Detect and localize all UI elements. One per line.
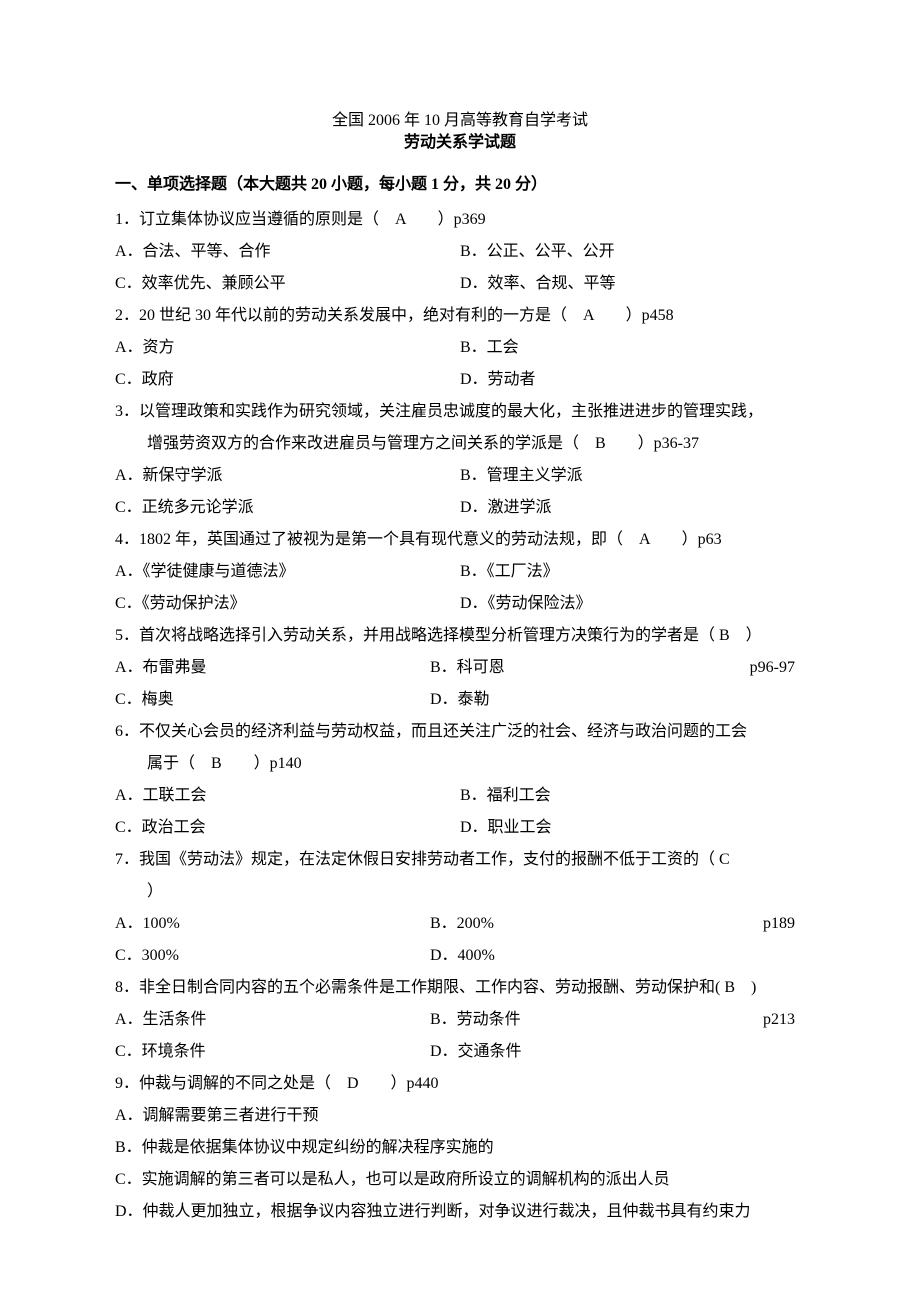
question-stem-cont: 属于（ B ）p140	[115, 748, 805, 780]
question-option: C．实施调解的第三者可以是私人，也可以是政府所设立的调解机构的派出人员	[115, 1164, 805, 1196]
page-title-line2: 劳动关系学试题	[115, 132, 805, 154]
question-stem-cont: ）	[115, 876, 805, 908]
question-option: B．公正、公平、公开	[460, 236, 805, 268]
question-stem: 3．以管理政策和实践作为研究领域，关注雇员忠诚度的最大化，主张推进进步的管理实践…	[115, 396, 805, 428]
question-option: C．政治工会	[115, 812, 460, 844]
question-option: B．管理主义学派	[460, 460, 805, 492]
question-option: A．调解需要第三者进行干预	[115, 1100, 805, 1132]
question-option: A．布雷弗曼	[115, 652, 430, 684]
question-option: D．仲裁人更加独立，根据争议内容独立进行判断，对争议进行裁决，且仲裁书具有约束力	[115, 1196, 805, 1228]
question-option: B．福利工会	[460, 780, 805, 812]
question-stem: 5．首次将战略选择引入劳动关系，并用战略选择模型分析管理方决策行为的学者是（ B…	[115, 620, 805, 652]
question-option: D．劳动者	[460, 364, 805, 396]
question-option: A．100%	[115, 908, 430, 940]
question-option: B．仲裁是依据集体协议中规定纠纷的解决程序实施的	[115, 1132, 805, 1164]
question-stem-cont: 增强劳资双方的合作来改进雇员与管理方之间关系的学派是（ B ）p36-37	[115, 428, 805, 460]
question-option: C．梅奥	[115, 684, 430, 716]
question-option: C．政府	[115, 364, 460, 396]
question-stem: 4．1802 年，英国通过了被视为是第一个具有现代意义的劳动法规，即（ A ）p…	[115, 524, 805, 556]
question-option: C．效率优先、兼顾公平	[115, 268, 460, 300]
question-option: B．工会	[460, 332, 805, 364]
question-option: C．《劳动保护法》	[115, 588, 460, 620]
question-option: C．300%	[115, 940, 430, 972]
question-option: A．生活条件	[115, 1004, 430, 1036]
question-option: D．激进学派	[460, 492, 805, 524]
question-option: B．200%	[430, 908, 745, 940]
question-ref: p189	[745, 908, 805, 940]
page-title-line1: 全国 2006 年 10 月高等教育自学考试	[115, 110, 805, 132]
question-option: D．400%	[430, 940, 745, 972]
question-stem: 8．非全日制合同内容的五个必需条件是工作期限、工作内容、劳动报酬、劳动保护和( …	[115, 972, 805, 1004]
question-option: B．劳动条件	[430, 1004, 745, 1036]
question-option: A．合法、平等、合作	[115, 236, 460, 268]
question-option: D．《劳动保险法》	[460, 588, 805, 620]
question-option: C．环境条件	[115, 1036, 430, 1068]
question-stem: 1．订立集体协议应当遵循的原则是（ A ）p369	[115, 204, 805, 236]
question-option: D．泰勒	[430, 684, 745, 716]
question-ref: p96-97	[745, 652, 805, 684]
question-option: D．交通条件	[430, 1036, 745, 1068]
questions-container: 1．订立集体协议应当遵循的原则是（ A ）p369A．合法、平等、合作B．公正、…	[115, 204, 805, 1228]
question-stem: 2．20 世纪 30 年代以前的劳动关系发展中，绝对有利的一方是（ A ）p45…	[115, 300, 805, 332]
question-option: C．正统多元论学派	[115, 492, 460, 524]
question-stem: 9．仲裁与调解的不同之处是（ D ）p440	[115, 1068, 805, 1100]
question-option: A．资方	[115, 332, 460, 364]
question-option: A．《学徒健康与道德法》	[115, 556, 460, 588]
question-option: D．效率、合规、平等	[460, 268, 805, 300]
question-option: B．《工厂法》	[460, 556, 805, 588]
question-stem: 6．不仅关心会员的经济利益与劳动权益，而且还关注广泛的社会、经济与政治问题的工会	[115, 716, 805, 748]
question-ref: p213	[745, 1004, 805, 1036]
question-option: B．科可恩	[430, 652, 745, 684]
question-stem: 7．我国《劳动法》规定，在法定休假日安排劳动者工作，支付的报酬不低于工资的（ C	[115, 844, 805, 876]
question-option: A．新保守学派	[115, 460, 460, 492]
question-option: A．工联工会	[115, 780, 460, 812]
question-option: D．职业工会	[460, 812, 805, 844]
section-header: 一、单项选择题（本大题共 20 小题，每小题 1 分，共 20 分）	[115, 170, 805, 200]
